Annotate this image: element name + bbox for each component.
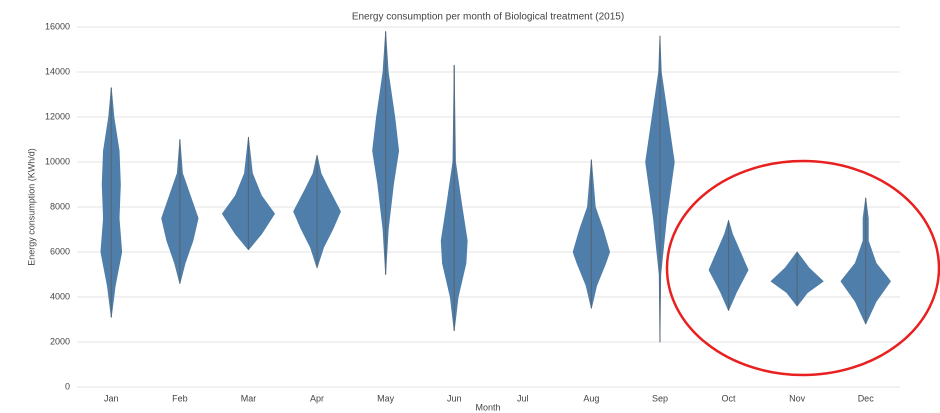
violin-right [316, 154, 341, 269]
y-tick-label: 14000 [45, 66, 70, 76]
x-tick-label: Oct [722, 393, 737, 403]
y-tick-label: 8000 [50, 201, 70, 211]
violin-right [590, 159, 611, 309]
violin-left [645, 35, 661, 343]
violin-left [840, 197, 867, 325]
grid [77, 26, 900, 388]
x-tick-label: Dec [858, 393, 875, 403]
violin-left [100, 87, 112, 318]
violin-left [222, 136, 249, 251]
violin-right [179, 139, 199, 284]
violin-right [110, 87, 123, 318]
x-tick-label: Apr [310, 393, 324, 403]
x-tick-label: Aug [583, 393, 599, 403]
violin-left [293, 154, 318, 269]
chart-title: Energy consumption per month of Biologic… [352, 12, 624, 23]
violin-left [161, 139, 181, 284]
violin-right [796, 251, 824, 307]
y-tick-label: 16000 [45, 21, 70, 31]
x-axis-label: Month [475, 402, 500, 412]
y-axis-label: Energy consumption (KWh/d) [26, 148, 36, 266]
violin-left [572, 159, 592, 309]
x-tick-label: Sep [652, 393, 668, 403]
violin-left [440, 64, 455, 332]
x-tick-label: Jan [104, 393, 119, 403]
x-tick-label: Feb [172, 393, 188, 403]
highlight-ellipse [665, 159, 940, 377]
violin-right [248, 136, 275, 251]
x-tick-label: Jun [447, 393, 462, 403]
y-tick-label: 6000 [50, 246, 70, 256]
violins [100, 31, 891, 343]
violin-right [453, 64, 468, 332]
x-tick-label: May [377, 393, 395, 403]
violin-right [865, 197, 891, 325]
y-tick-label: 10000 [45, 156, 70, 166]
x-tick-label: Jul [517, 393, 529, 403]
violin-right [385, 31, 400, 275]
x-tick-label: Mar [241, 393, 257, 403]
y-tick-label: 4000 [50, 291, 70, 301]
y-tick-label: 2000 [50, 336, 70, 346]
y-tick-label: 12000 [45, 111, 70, 121]
x-tick-label: Nov [789, 393, 806, 403]
violin-left [770, 251, 798, 307]
violin-left [372, 31, 387, 275]
y-tick-label: 0 [65, 381, 70, 391]
